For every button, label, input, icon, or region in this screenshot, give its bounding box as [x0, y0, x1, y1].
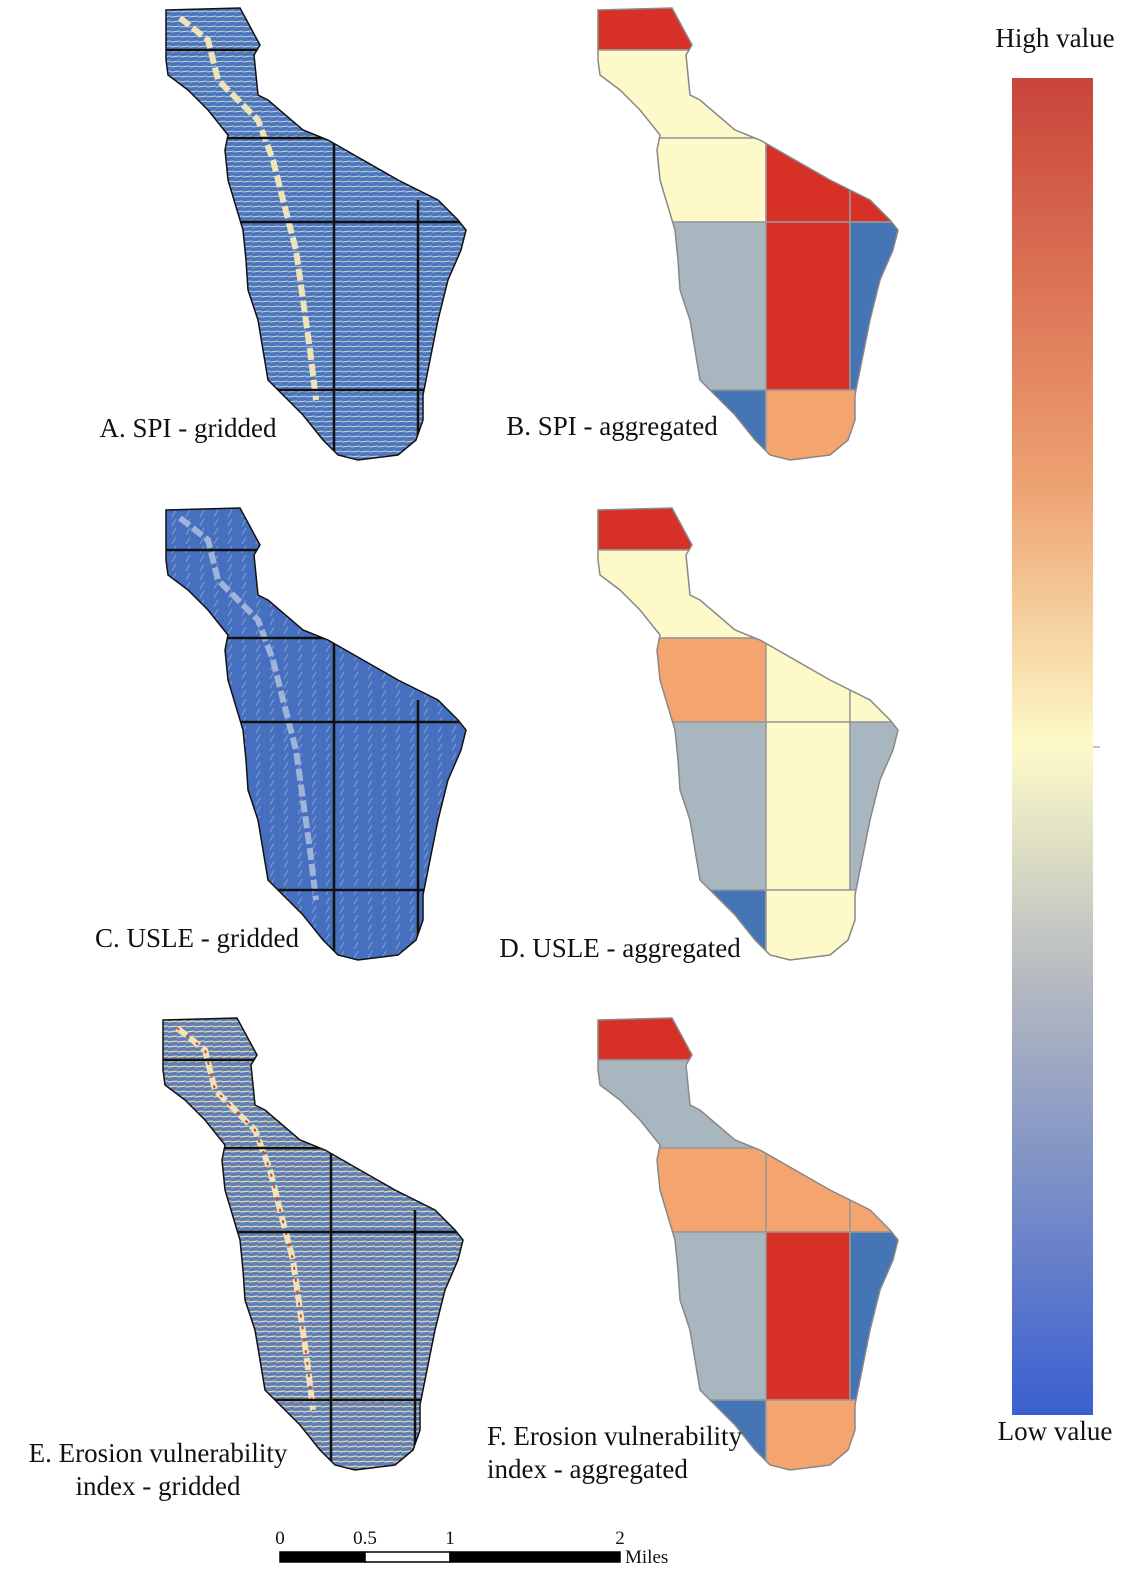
zone — [560, 0, 960, 50]
zone — [560, 1232, 766, 1400]
zone — [560, 722, 766, 890]
scale-segment — [450, 1552, 620, 1562]
legend-ramp — [1012, 78, 1093, 1415]
map-panel — [560, 500, 966, 990]
panel-label: B. SPI - aggregated — [506, 411, 718, 441]
scale-segment — [365, 1552, 450, 1562]
panel-body — [128, 500, 528, 980]
zone — [560, 50, 960, 138]
zone — [766, 1400, 966, 1500]
raster — [128, 500, 528, 980]
panel-body — [560, 500, 966, 990]
panel-body — [128, 0, 528, 480]
scale-label: 1 — [445, 1528, 455, 1549]
legend-high: High value — [995, 23, 1114, 53]
raster — [125, 1010, 525, 1490]
scale-label: 0 — [275, 1528, 285, 1549]
panel-label: F. Erosion vulnerability — [487, 1421, 743, 1451]
panel-body — [125, 1010, 525, 1490]
panel-label: A. SPI - gridded — [100, 413, 277, 443]
zone — [560, 638, 766, 722]
panel-label: D. USLE - aggregated — [499, 933, 741, 963]
panel-label: C. USLE - gridded — [95, 923, 299, 953]
zone — [766, 222, 850, 390]
figure: High value Low value A. SPI - gridded B. … — [0, 0, 1132, 1579]
scale-label: 2 — [615, 1528, 625, 1549]
panel-label: E. Erosion vulnerability — [29, 1438, 288, 1468]
zone — [560, 1060, 960, 1148]
map-panel — [128, 500, 528, 980]
page: {"panels": [ {"kind": "gridded", "label"… — [0, 0, 1132, 1579]
scale-unit: Miles — [625, 1547, 668, 1568]
zone — [766, 390, 966, 490]
zone — [850, 638, 950, 722]
panel-label: index - gridded — [76, 1471, 241, 1501]
zone — [766, 1232, 850, 1400]
zone — [560, 500, 960, 550]
zone — [850, 1148, 950, 1232]
zone — [850, 722, 950, 890]
scale-segment — [280, 1552, 365, 1562]
zone — [560, 1148, 766, 1232]
scale-label: 0.5 — [353, 1528, 377, 1549]
zone — [766, 890, 966, 990]
zone — [560, 138, 766, 222]
map-panel — [128, 0, 528, 480]
zone — [850, 1232, 950, 1400]
legend-low: Low value — [998, 1416, 1113, 1446]
zone — [850, 222, 950, 390]
zone — [560, 1010, 960, 1060]
panel-label: index - aggregated — [487, 1454, 688, 1484]
map-panel — [125, 1010, 525, 1490]
zone — [766, 722, 850, 890]
zone — [850, 138, 950, 222]
raster — [128, 0, 528, 480]
zone — [560, 550, 960, 638]
zone — [560, 222, 766, 390]
